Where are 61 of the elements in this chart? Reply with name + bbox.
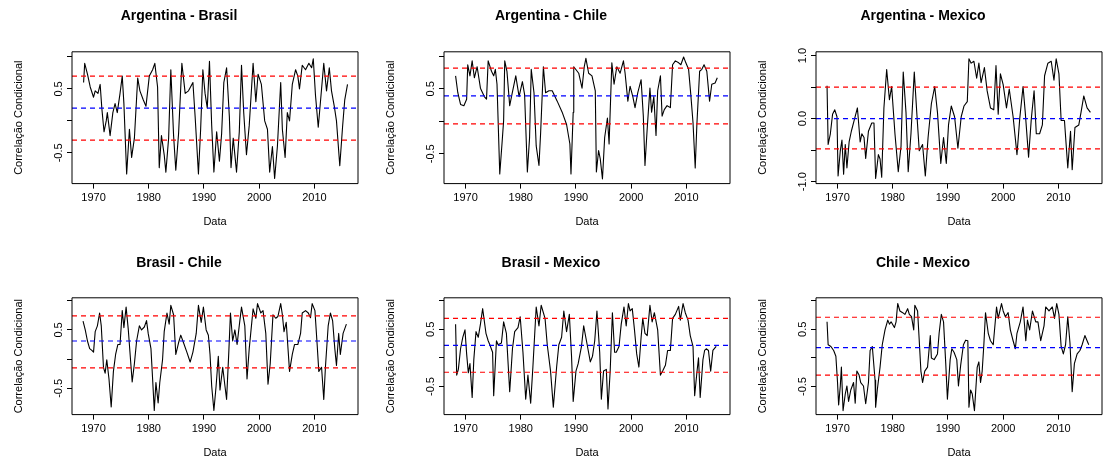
x-tick-label: 2010 — [674, 191, 699, 204]
x-tick-label: 1970 — [825, 191, 850, 204]
x-tick-label: 1970 — [81, 191, 106, 204]
y-tick-label: 0.0 — [795, 111, 808, 127]
y-tick-label: 0.5 — [51, 322, 64, 338]
x-tick-label: 1980 — [508, 422, 533, 435]
x-axis-title: Data — [203, 446, 228, 459]
x-tick-label: 1970 — [453, 422, 478, 435]
x-tick-label: 1990 — [191, 191, 217, 204]
x-tick-label: 1980 — [508, 191, 533, 204]
y-axis-title: Correlação Condicional — [11, 60, 24, 175]
x-tick-label: 2000 — [246, 191, 272, 204]
y-tick-label: 0.5 — [51, 81, 64, 97]
x-tick-label: 1980 — [136, 422, 161, 435]
y-axis-title: Correlação Condicional — [755, 299, 768, 414]
x-axis-title: Data — [203, 215, 228, 228]
y-tick-label: 0.5 — [795, 321, 808, 337]
chart-title: Brasil - Chile — [136, 254, 222, 271]
y-tick-label: 0.5 — [423, 81, 436, 97]
y-tick-label: -1.0 — [795, 172, 808, 192]
x-tick-label: 1970 — [453, 191, 478, 204]
y-tick-label: 1.0 — [795, 47, 808, 64]
y-tick-label: -0.5 — [51, 143, 64, 163]
x-axis-title: Data — [947, 446, 972, 459]
x-axis-title: Data — [575, 446, 600, 459]
x-tick-label: 1990 — [191, 422, 217, 435]
y-axis-title: Correlação Condicional — [755, 60, 768, 175]
y-axis-title: Correlação Condicional — [383, 299, 396, 414]
chart-title: Argentina - Chile — [494, 7, 608, 24]
chart-title: Argentina - Mexico — [860, 7, 986, 24]
x-tick-label: 1990 — [935, 422, 961, 435]
y-tick-label: -0.5 — [51, 378, 64, 398]
x-tick-label: 1980 — [880, 422, 905, 435]
x-axis-title: Data — [575, 215, 600, 228]
y-axis-title: Correlação Condicional — [11, 299, 24, 414]
x-tick-label: 1970 — [825, 422, 850, 435]
y-tick-label: -0.5 — [795, 377, 808, 397]
x-tick-label: 1990 — [563, 422, 589, 435]
y-tick-label: 0.5 — [423, 321, 436, 337]
x-tick-label: 2010 — [1046, 422, 1071, 435]
x-tick-label: 1990 — [563, 191, 589, 204]
x-tick-label: 2010 — [302, 191, 327, 204]
x-tick-label: 2000 — [246, 422, 272, 435]
x-tick-label: 2000 — [618, 422, 644, 435]
y-axis-title: Correlação Condicional — [383, 60, 396, 175]
x-tick-label: 2000 — [990, 191, 1016, 204]
x-tick-label: 1970 — [81, 422, 106, 435]
y-tick-label: -0.5 — [423, 377, 436, 397]
x-axis-title: Data — [947, 215, 972, 228]
x-tick-label: 2010 — [302, 422, 327, 435]
chart-title: Brasil - Mexico — [501, 254, 601, 271]
x-tick-label: 1980 — [880, 191, 905, 204]
chart-title: Chile - Mexico — [875, 254, 971, 271]
x-tick-label: 2000 — [618, 191, 644, 204]
x-tick-label: 2010 — [674, 422, 699, 435]
y-tick-label: -0.5 — [423, 144, 436, 164]
x-tick-label: 1980 — [136, 191, 161, 204]
x-tick-label: 2010 — [1046, 191, 1071, 204]
x-tick-label: 1990 — [935, 191, 961, 204]
x-tick-label: 2000 — [990, 422, 1016, 435]
chart-title: Argentina - Brasil — [120, 7, 238, 24]
